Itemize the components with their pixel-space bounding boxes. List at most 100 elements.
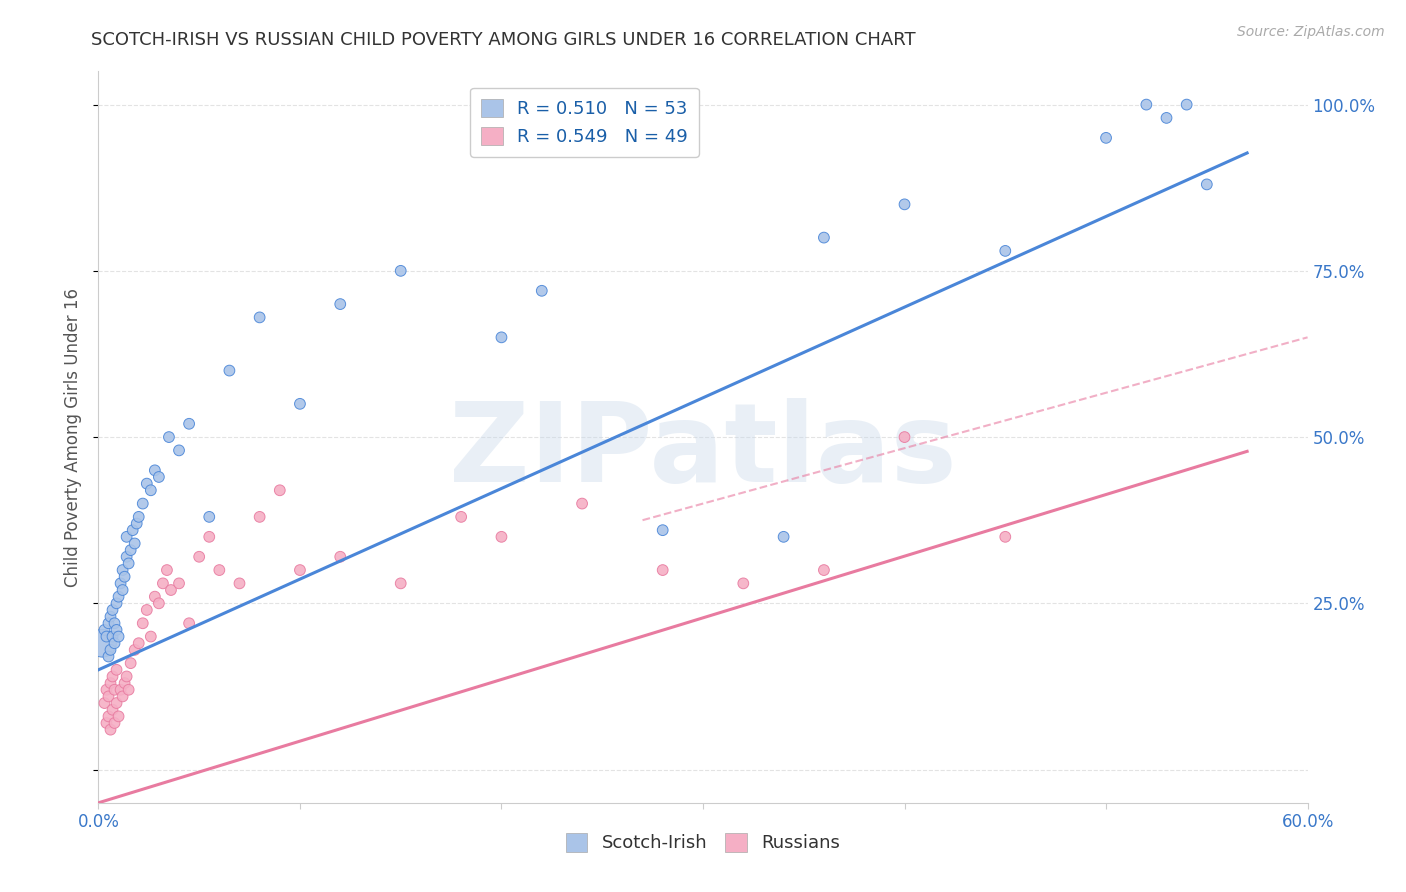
Point <box>115 669 138 683</box>
Point <box>269 483 291 498</box>
Point <box>450 509 472 524</box>
Point <box>530 284 553 298</box>
Point <box>118 682 141 697</box>
Point <box>103 682 125 697</box>
Point <box>97 616 120 631</box>
Point <box>111 582 134 597</box>
Point <box>893 197 915 211</box>
Point <box>651 563 673 577</box>
Point <box>103 716 125 731</box>
Point <box>114 570 136 584</box>
Point <box>994 244 1017 258</box>
Point <box>100 723 122 737</box>
Point <box>105 696 128 710</box>
Point <box>128 636 150 650</box>
Point <box>114 676 136 690</box>
Point <box>135 476 157 491</box>
Point <box>107 590 129 604</box>
Point <box>128 509 150 524</box>
Point <box>103 616 125 631</box>
Point <box>198 509 221 524</box>
Point <box>813 230 835 244</box>
Point <box>143 590 166 604</box>
Point <box>111 690 134 704</box>
Point <box>101 630 124 644</box>
Point <box>96 682 118 697</box>
Point <box>288 397 311 411</box>
Point <box>491 330 513 344</box>
Point <box>249 310 271 325</box>
Point <box>772 530 794 544</box>
Point <box>107 709 129 723</box>
Legend: Scotch-Irish, Russians: Scotch-Irish, Russians <box>558 826 848 860</box>
Point <box>733 576 755 591</box>
Point <box>167 443 190 458</box>
Point <box>100 676 122 690</box>
Point <box>93 696 115 710</box>
Point <box>110 682 132 697</box>
Point <box>124 536 146 550</box>
Point <box>1135 97 1157 112</box>
Text: ZIPatlas: ZIPatlas <box>449 398 957 505</box>
Point <box>994 530 1017 544</box>
Point <box>105 596 128 610</box>
Point <box>105 663 128 677</box>
Point <box>179 417 201 431</box>
Point <box>389 264 412 278</box>
Point <box>329 549 352 564</box>
Point <box>156 563 179 577</box>
Point <box>288 563 311 577</box>
Point <box>115 530 138 544</box>
Point <box>651 523 673 537</box>
Point <box>1156 111 1178 125</box>
Point <box>139 630 162 644</box>
Point <box>124 643 146 657</box>
Point <box>107 630 129 644</box>
Point <box>100 609 122 624</box>
Point <box>1175 97 1198 112</box>
Point <box>389 576 412 591</box>
Point <box>120 543 142 558</box>
Point <box>249 509 271 524</box>
Point <box>101 603 124 617</box>
Point <box>93 623 115 637</box>
Point <box>218 363 240 377</box>
Point <box>157 430 180 444</box>
Point <box>813 563 835 577</box>
Point <box>893 430 915 444</box>
Point <box>96 630 118 644</box>
Point <box>1095 131 1118 145</box>
Point <box>111 563 134 577</box>
Point <box>125 516 148 531</box>
Point <box>198 530 221 544</box>
Point <box>139 483 162 498</box>
Point <box>179 616 201 631</box>
Point <box>132 616 155 631</box>
Point <box>188 549 211 564</box>
Point <box>97 690 120 704</box>
Point <box>118 557 141 571</box>
Point <box>491 530 513 544</box>
Point <box>208 563 231 577</box>
Point <box>148 596 170 610</box>
Point <box>120 656 142 670</box>
Point <box>135 603 157 617</box>
Point <box>115 549 138 564</box>
Point <box>148 470 170 484</box>
Point <box>101 669 124 683</box>
Text: Source: ZipAtlas.com: Source: ZipAtlas.com <box>1237 25 1385 39</box>
Y-axis label: Child Poverty Among Girls Under 16: Child Poverty Among Girls Under 16 <box>65 287 83 587</box>
Point <box>152 576 174 591</box>
Point <box>160 582 183 597</box>
Point <box>100 643 122 657</box>
Point <box>329 297 352 311</box>
Point <box>96 716 118 731</box>
Point <box>97 649 120 664</box>
Point <box>121 523 143 537</box>
Point <box>103 636 125 650</box>
Point <box>105 623 128 637</box>
Point <box>110 576 132 591</box>
Point <box>571 497 593 511</box>
Point <box>97 709 120 723</box>
Point <box>143 463 166 477</box>
